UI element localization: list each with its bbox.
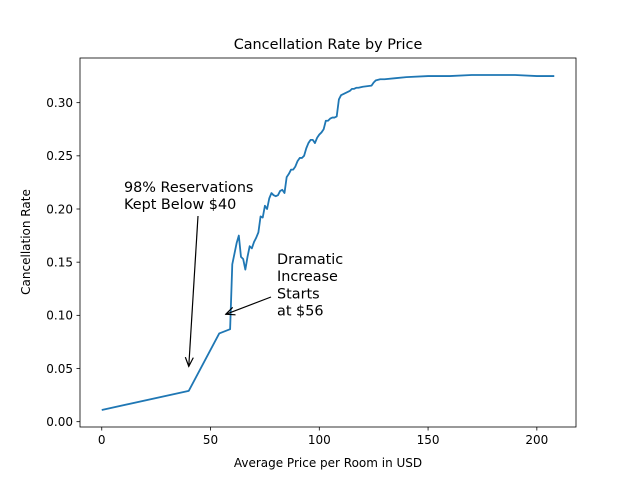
series-line [101, 74, 555, 411]
y-tick-label: 0.25 [46, 149, 73, 163]
annotation-text-below-40: 98% Reservations Kept Below $40 [124, 180, 253, 213]
x-tick-label: 100 [308, 433, 331, 447]
annotation-arrow-increase-56 [226, 296, 272, 314]
chart-title: Cancellation Rate by Price [234, 37, 423, 53]
annotation-arrow-below-40 [189, 215, 199, 366]
plot-area: 0 50 100 150 200 0.00 0.05 0.10 0.15 0.20 0.25 0.30… [46, 57, 577, 447]
plot-frame [79, 57, 577, 428]
x-tick-label: 200 [525, 433, 548, 447]
y-axis-label: Cancellation Rate [19, 189, 33, 295]
x-tick-label: 150 [417, 433, 440, 447]
y-tick-label: 0.10 [46, 309, 73, 323]
annotation-text-increase-56: Dramatic Increase Starts at $56 [277, 252, 343, 320]
x-axis-label: Average Price per Room in USD [234, 456, 422, 470]
y-tick-label: 0.15 [46, 255, 73, 269]
x-tick-label: 50 [203, 433, 218, 447]
x-tick-label: 0 [98, 433, 106, 447]
y-tick-label: 0.00 [46, 415, 73, 429]
y-tick-label: 0.05 [46, 362, 73, 376]
y-tick-label: 0.20 [46, 202, 73, 216]
y-tick-label: 0.30 [46, 96, 73, 110]
